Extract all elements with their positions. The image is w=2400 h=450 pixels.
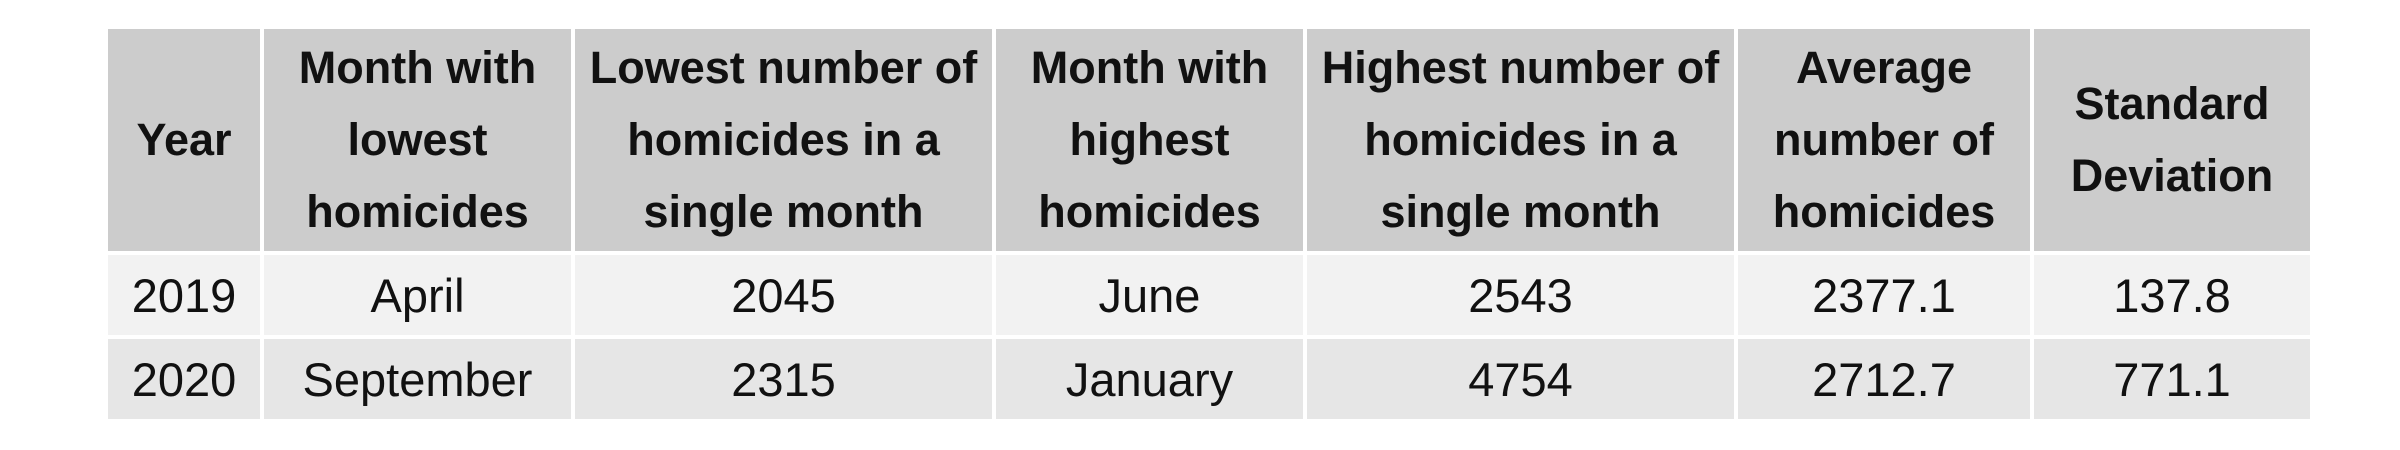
cell-standard-deviation: 137.8 <box>2030 251 2314 339</box>
cell-lowest-number: 2315 <box>571 335 996 423</box>
cell-month-lowest: September <box>260 335 575 423</box>
cell-month-highest: January <box>992 335 1307 423</box>
header-lowest-number: Lowest number of homicides in a single m… <box>571 25 996 255</box>
cell-average: 2712.7 <box>1734 335 2034 423</box>
table-row: 2020 September 2315 January 4754 2712.7 … <box>104 335 2314 423</box>
header-year: Year <box>104 25 264 255</box>
table-header-row: Year Month with lowest homicides Lowest … <box>104 25 2314 255</box>
cell-highest-number: 2543 <box>1303 251 1738 339</box>
cell-highest-number: 4754 <box>1303 335 1738 423</box>
cell-month-highest: June <box>992 251 1307 339</box>
header-month-lowest: Month with lowest homicides <box>260 25 575 255</box>
header-standard-deviation: Standard Deviation <box>2030 25 2314 255</box>
cell-standard-deviation: 771.1 <box>2030 335 2314 423</box>
homicide-statistics-table: Year Month with lowest homicides Lowest … <box>104 25 2314 423</box>
table-row: 2019 April 2045 June 2543 2377.1 137.8 <box>104 251 2314 339</box>
cell-month-lowest: April <box>260 251 575 339</box>
header-average: Average number of homicides <box>1734 25 2034 255</box>
cell-year: 2019 <box>104 251 264 339</box>
cell-average: 2377.1 <box>1734 251 2034 339</box>
header-month-highest: Month with highest homicides <box>992 25 1307 255</box>
cell-lowest-number: 2045 <box>571 251 996 339</box>
cell-year: 2020 <box>104 335 264 423</box>
homicide-statistics-table-container: Year Month with lowest homicides Lowest … <box>104 25 2314 423</box>
header-highest-number: Highest number of homicides in a single … <box>1303 25 1738 255</box>
